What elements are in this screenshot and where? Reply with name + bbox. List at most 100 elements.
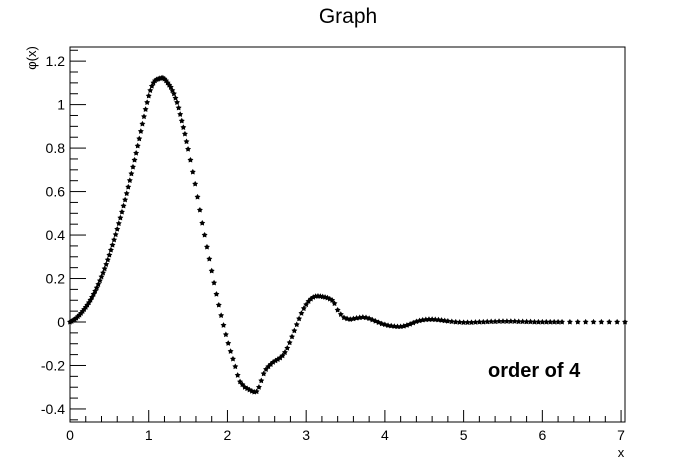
data-point (590, 318, 597, 325)
data-point (444, 318, 451, 324)
y-tick-label: -0.4 (41, 401, 65, 417)
data-point (519, 318, 526, 325)
data-point (263, 366, 269, 372)
data-point (329, 297, 336, 303)
data-point (305, 298, 312, 304)
data-point (511, 318, 518, 324)
data-point (286, 339, 293, 346)
data-point (359, 314, 366, 320)
data-point (139, 120, 146, 127)
data-point (507, 318, 514, 324)
data-series (67, 74, 628, 395)
data-point (183, 138, 190, 145)
data-point (291, 327, 298, 334)
data-point (230, 355, 236, 362)
data-point (253, 388, 260, 395)
data-point (237, 378, 243, 385)
data-point (582, 318, 589, 325)
x-axis-label: x (618, 445, 625, 460)
y-tick-label: 1 (57, 97, 65, 113)
data-point (119, 208, 125, 215)
data-point (391, 323, 398, 329)
data-point (112, 231, 119, 238)
data-point (142, 106, 149, 112)
data-point (180, 124, 187, 130)
data-point (220, 322, 227, 328)
data-point (123, 190, 130, 197)
data-point (267, 361, 274, 367)
data-point (189, 168, 196, 175)
data-point (109, 241, 116, 248)
data-point (111, 236, 118, 243)
data-point (468, 319, 475, 325)
data-point (334, 306, 341, 313)
data-point (500, 318, 506, 324)
data-point (293, 321, 300, 328)
y-axis-tick-labels: -0.4 -0.2 0 0.2 0.4 0.6 0.8 1 1.2 (41, 53, 65, 417)
plot-frame (69, 46, 626, 423)
data-point (429, 316, 436, 322)
data-point (141, 113, 147, 120)
data-point (215, 301, 222, 308)
data-point (192, 180, 199, 187)
data-point (270, 359, 277, 365)
data-point (134, 142, 141, 149)
data-point (559, 318, 565, 325)
data-point (277, 354, 284, 361)
y-tick-label: -0.2 (41, 357, 65, 373)
data-point (117, 214, 124, 221)
data-point (201, 231, 208, 238)
data-point (89, 294, 95, 300)
data-point (432, 316, 439, 323)
data-point (137, 128, 144, 134)
data-point (185, 146, 192, 152)
data-point (606, 318, 613, 325)
data-point (199, 219, 206, 226)
data-point (90, 291, 97, 297)
data-point (172, 94, 179, 101)
data-point (234, 372, 241, 378)
data-point (496, 318, 502, 324)
plot-area-border (69, 46, 626, 423)
data-point (527, 318, 534, 325)
data-point (441, 317, 448, 324)
data-point (93, 284, 100, 291)
data-point (145, 92, 152, 99)
data-point (181, 130, 188, 137)
data-point (535, 318, 542, 325)
data-point (551, 318, 558, 325)
data-point (456, 319, 463, 325)
y-tick-label: 0.2 (46, 271, 66, 287)
data-point (133, 149, 140, 156)
data-point (488, 318, 495, 325)
y-tick-label: 0.4 (46, 227, 66, 243)
data-point (114, 226, 121, 232)
data-point (107, 246, 114, 253)
data-point (258, 377, 265, 384)
data-point (448, 318, 455, 325)
data-point (147, 87, 154, 93)
data-point (227, 348, 234, 354)
data-point (125, 183, 132, 190)
data-point (106, 251, 113, 258)
data-point (131, 156, 138, 163)
data-point (174, 99, 181, 105)
data-point (503, 318, 510, 324)
data-point (104, 256, 111, 263)
data-point (622, 318, 628, 325)
data-point (187, 156, 194, 163)
data-point (284, 344, 291, 351)
data-point (232, 363, 239, 370)
data-point (547, 318, 554, 325)
x-tick-label: 1 (145, 427, 153, 443)
chart-title: Graph (319, 5, 377, 28)
data-point (115, 220, 122, 227)
data-point (452, 318, 459, 325)
data-point (148, 83, 155, 89)
y-tick-label: 1.2 (46, 53, 66, 69)
data-point (208, 267, 215, 274)
data-point (281, 349, 288, 355)
x-tick-label: 7 (617, 427, 625, 443)
data-point (175, 104, 182, 111)
order-annotation: order of 4 (488, 360, 581, 382)
